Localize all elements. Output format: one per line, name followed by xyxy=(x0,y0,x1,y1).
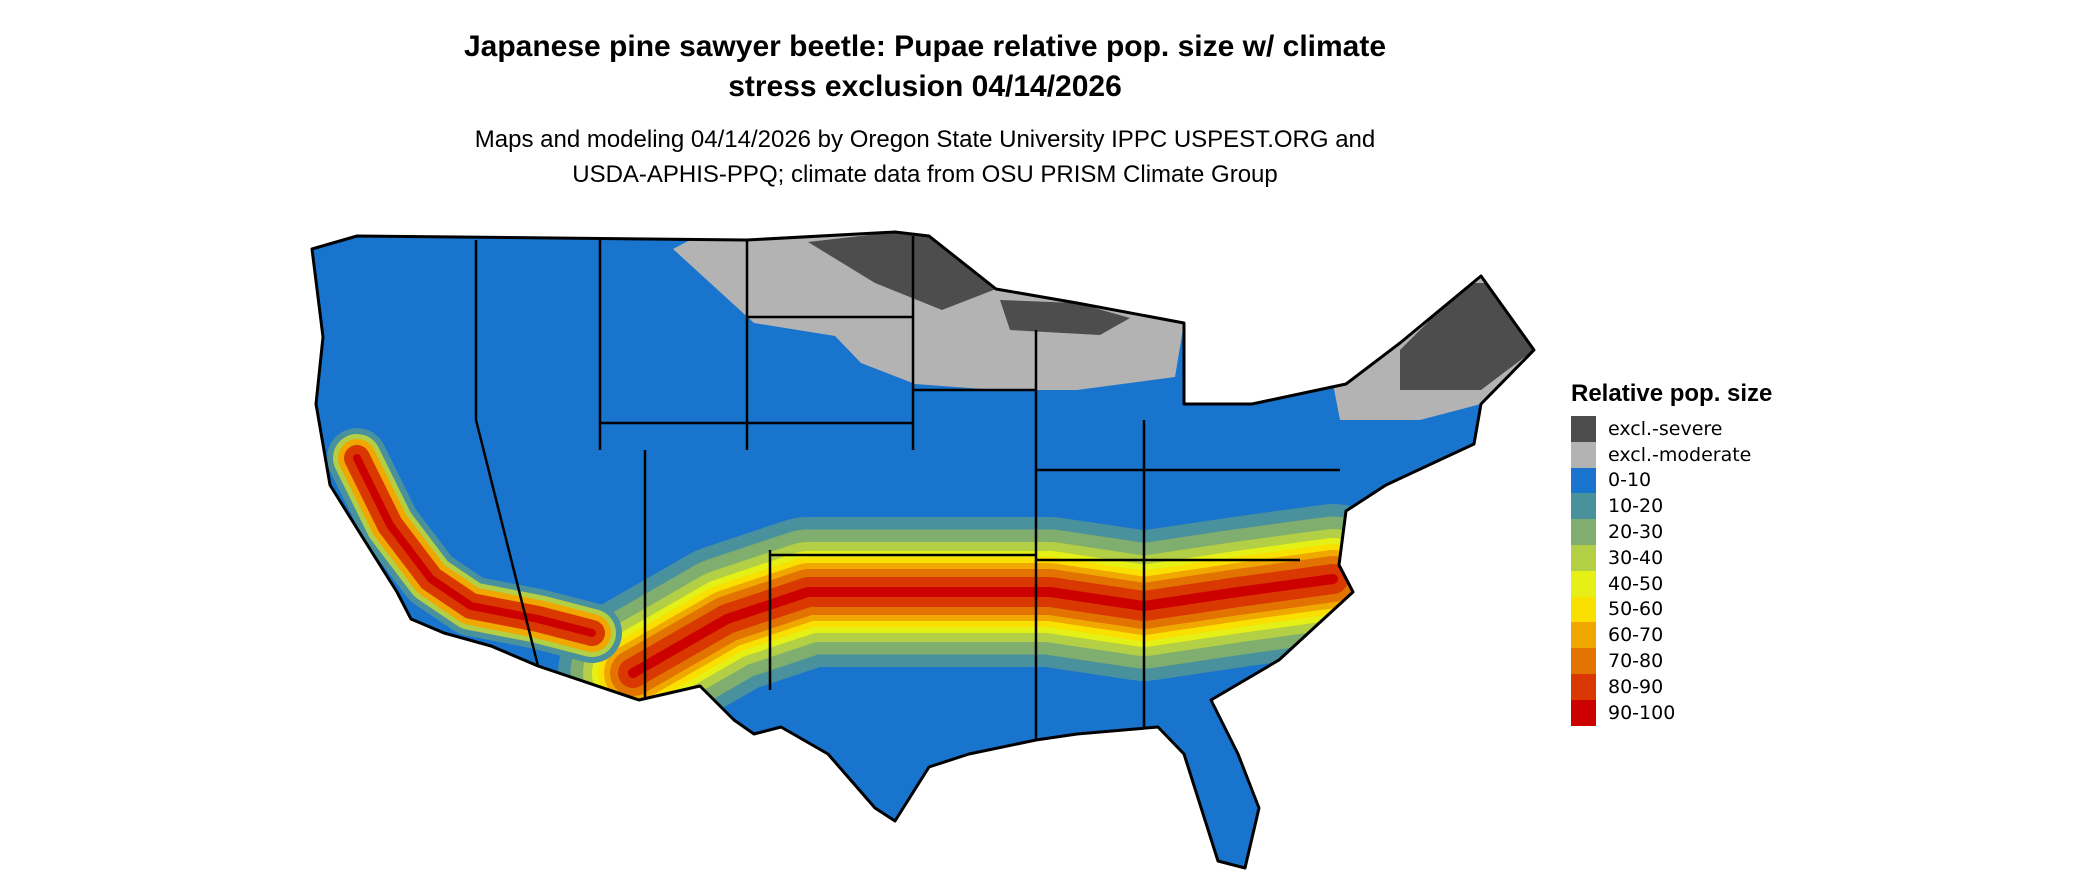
legend-item: 10-20 xyxy=(1571,493,1772,520)
legend-label: excl.-severe xyxy=(1608,417,1723,440)
legend-swatch xyxy=(1571,441,1596,468)
legend-swatch xyxy=(1571,467,1596,494)
legend-swatch xyxy=(1571,622,1596,649)
legend-item: excl.-severe xyxy=(1571,416,1772,442)
legend-label: 20-30 xyxy=(1608,521,1664,544)
legend-swatch xyxy=(1571,544,1596,571)
legend-label: 80-90 xyxy=(1608,675,1664,698)
legend: Relative pop. size excl.-severe excl.-mod… xyxy=(1571,380,1772,726)
region-excl-severe-mn xyxy=(808,232,996,310)
legend-label: excl.-moderate xyxy=(1608,443,1752,466)
legend-swatch xyxy=(1571,596,1596,623)
map-subtitle-line2: USDA-APHIS-PPQ; climate data from OSU PR… xyxy=(572,161,1278,188)
legend-label: 60-70 xyxy=(1608,624,1664,647)
legend-label: 70-80 xyxy=(1608,650,1664,673)
legend-item: 30-40 xyxy=(1571,544,1772,571)
legend-label: 30-40 xyxy=(1608,546,1664,569)
legend-label: 10-20 xyxy=(1608,495,1664,518)
region-excl-severe-me xyxy=(1400,283,1534,390)
legend-item: 50-60 xyxy=(1571,596,1772,623)
legend-swatch xyxy=(1571,570,1596,597)
legend-swatch xyxy=(1571,416,1596,442)
legend-swatch xyxy=(1571,673,1596,700)
map-title-line1: Japanese pine sawyer beetle: Pupae relat… xyxy=(463,30,1387,63)
legend-label: 40-50 xyxy=(1608,572,1664,595)
legend-item: 40-50 xyxy=(1571,570,1772,597)
legend-swatch xyxy=(1571,519,1596,545)
state-borders xyxy=(474,236,1340,740)
legend-label: 90-100 xyxy=(1608,701,1676,724)
legend-label: 0-10 xyxy=(1608,469,1652,492)
legend-item: 70-80 xyxy=(1571,648,1772,674)
legend-title: Relative pop. size xyxy=(1571,380,1773,407)
map-subtitle-line1: Maps and modeling 04/14/2026 by Oregon S… xyxy=(474,126,1376,153)
us-outline xyxy=(310,230,1536,870)
legend-swatch xyxy=(1571,699,1596,726)
legend-swatch xyxy=(1571,648,1596,674)
legend-item: 60-70 xyxy=(1571,622,1772,649)
legend-item: 0-10 xyxy=(1571,467,1772,494)
band-west-90-100 xyxy=(353,454,596,637)
legend-item: 20-30 xyxy=(1571,519,1772,545)
legend-item: 90-100 xyxy=(1571,699,1772,726)
legend-swatch xyxy=(1571,493,1596,520)
region-excl-moderate xyxy=(673,232,1184,390)
legend-label: 50-60 xyxy=(1608,598,1664,621)
band-south-90-100 xyxy=(628,574,1338,678)
state-border xyxy=(474,419,540,667)
legend-item: 80-90 xyxy=(1571,673,1772,700)
region-excl-severe-mi xyxy=(1000,300,1130,335)
legend-item: excl.-moderate xyxy=(1571,441,1772,468)
map-title-line2: stress exclusion 04/14/2026 xyxy=(728,70,1122,103)
